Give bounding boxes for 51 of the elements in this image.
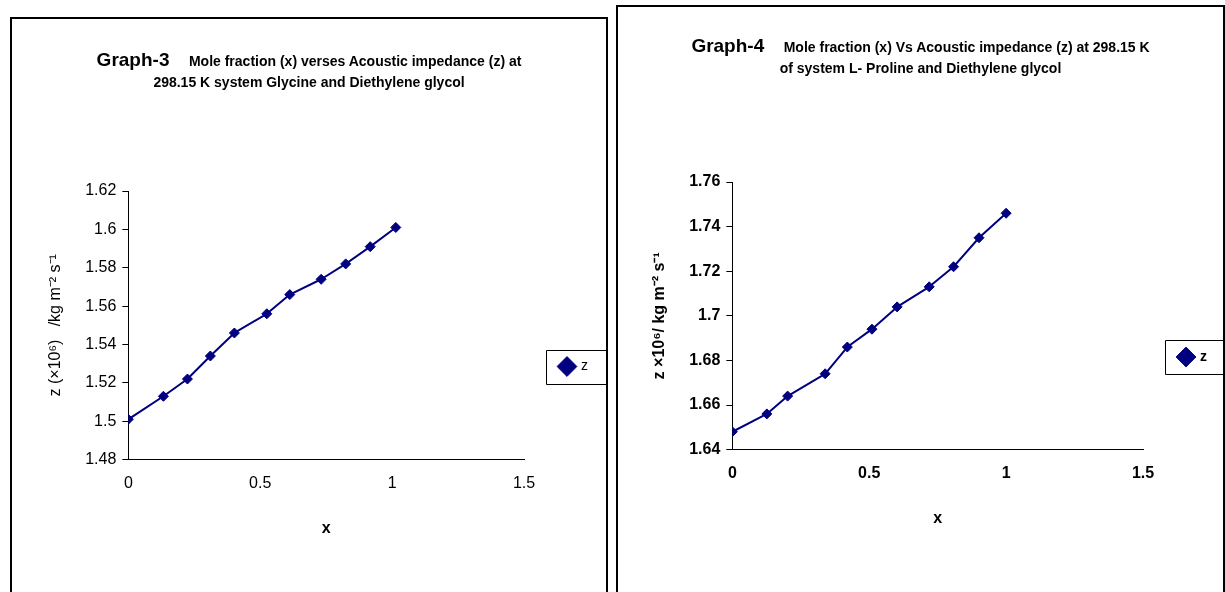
y-axis-title: z ×10⁶/ kg m⁻² s⁻¹ — [650, 252, 668, 380]
y-tick-label: 1.74 — [689, 217, 721, 235]
point — [364, 241, 376, 253]
y-tick-label: 1.6 — [94, 219, 117, 237]
x-axis-title: x — [933, 508, 943, 526]
y-tick-label: 1.66 — [689, 395, 721, 413]
point — [782, 390, 794, 402]
y-tick-label: 1.58 — [85, 258, 117, 276]
y-tick-label: 1.72 — [689, 261, 721, 279]
point — [204, 350, 216, 362]
x-tick-label: 1.5 — [512, 473, 536, 491]
point — [819, 368, 831, 380]
point — [948, 261, 960, 273]
x-tick-label: 0.5 — [858, 463, 881, 481]
y-tick-label: 1.76 — [689, 172, 721, 190]
point — [923, 281, 935, 293]
x-tick-label: 1.5 — [1131, 463, 1155, 481]
point — [866, 323, 878, 335]
x-tick-label: 1 — [1001, 463, 1011, 481]
point — [340, 258, 352, 270]
point — [228, 327, 240, 339]
point — [284, 289, 296, 301]
y-tick-label: 1.48 — [85, 450, 117, 468]
x-tick-label: 0 — [123, 473, 133, 491]
y-tick-label: 1.68 — [689, 350, 721, 368]
x-tick-label: 1 — [387, 473, 397, 491]
point — [315, 273, 327, 285]
y-tick-label: 1.56 — [85, 296, 117, 314]
point — [891, 301, 903, 313]
point — [157, 390, 169, 402]
chart-title: Graph-3 Mole fraction (x) verses Acoustic impedance (z) at 298.15 K system Glycine and Diethylene glycol — [95, 49, 523, 92]
y-tick-label: 1.54 — [85, 334, 117, 352]
x-tick-label: 0.5 — [249, 473, 272, 491]
chart-title: Graph-4 Mole fraction (x) Vs Acoustic impedance (z) at 298.15 K of system L- Proline and Diethylene glycol — [690, 35, 1151, 78]
point — [841, 341, 853, 353]
legend-label: z — [1200, 347, 1207, 364]
y-tick-label: 1.64 — [689, 440, 721, 458]
point — [261, 308, 273, 320]
y-tick-label: 1.62 — [85, 181, 117, 199]
y-tick-label: 1.5 — [94, 411, 117, 429]
point — [973, 232, 985, 244]
y-tick-label: 1.52 — [85, 373, 117, 391]
x-tick-label: 0 — [727, 463, 737, 481]
point — [761, 408, 773, 420]
point — [181, 373, 193, 385]
legend-label: z — [581, 357, 588, 374]
point — [1000, 207, 1012, 219]
point — [390, 221, 402, 233]
y-tick-label: 1.7 — [698, 306, 721, 324]
y-axis-title: z (×10⁶) /kg m⁻² s⁻¹ — [46, 254, 64, 397]
x-axis-title: x — [321, 518, 331, 536]
